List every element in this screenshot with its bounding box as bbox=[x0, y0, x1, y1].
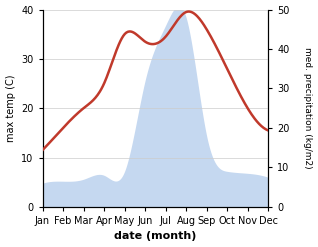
Y-axis label: max temp (C): max temp (C) bbox=[5, 74, 16, 142]
Y-axis label: med. precipitation (kg/m2): med. precipitation (kg/m2) bbox=[303, 47, 313, 169]
X-axis label: date (month): date (month) bbox=[114, 231, 197, 242]
